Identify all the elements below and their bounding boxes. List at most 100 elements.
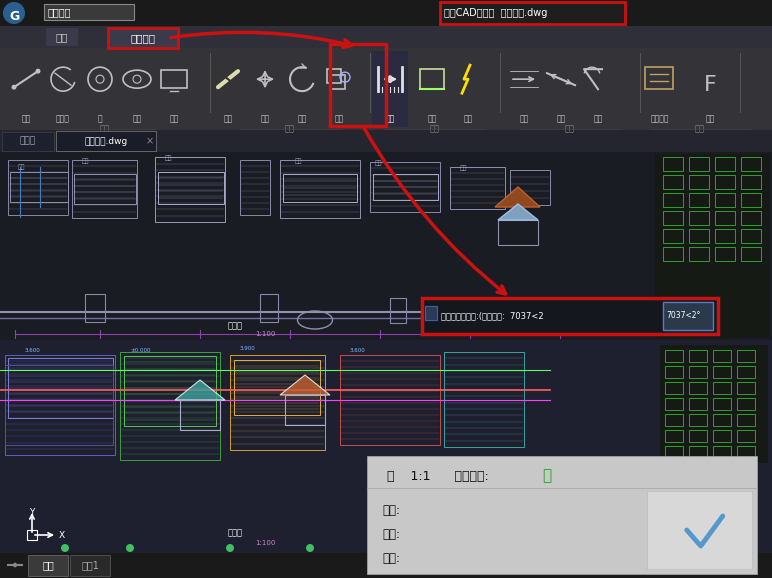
Bar <box>27 530 37 540</box>
Bar <box>120 352 220 460</box>
Text: 旋转: 旋转 <box>297 114 306 123</box>
Text: ×: × <box>146 136 154 146</box>
Bar <box>689 350 707 362</box>
Text: G: G <box>9 9 19 23</box>
Bar <box>46 28 78 46</box>
Text: 3.600: 3.600 <box>25 348 41 353</box>
Circle shape <box>36 69 40 73</box>
Text: 多段线: 多段线 <box>56 114 70 123</box>
Text: 图纸比较: 图纸比较 <box>651 114 669 123</box>
Text: 圆: 圆 <box>98 114 103 123</box>
Bar <box>663 175 683 189</box>
Text: 椭圆: 椭圆 <box>132 114 141 123</box>
Polygon shape <box>495 187 540 207</box>
Text: 无: 无 <box>542 469 551 484</box>
Text: 面积: 面积 <box>428 114 437 123</box>
Bar <box>715 175 735 189</box>
Text: 角度:: 角度: <box>382 528 400 541</box>
Bar <box>663 211 683 225</box>
Text: 距离:: 距离: <box>382 504 400 517</box>
Text: 3.600: 3.600 <box>350 348 366 353</box>
Bar <box>665 398 683 410</box>
Bar <box>0 26 772 48</box>
Text: 立面图: 立面图 <box>228 321 242 331</box>
Text: 距离: 距离 <box>385 114 394 123</box>
Bar <box>663 302 713 330</box>
Text: 对齐: 对齐 <box>557 114 566 123</box>
Text: 浩辰CAD看图王  中国建筑.dwg: 浩辰CAD看图王 中国建筑.dwg <box>444 8 547 18</box>
Circle shape <box>61 544 69 552</box>
Text: 复制: 复制 <box>334 114 344 123</box>
Bar <box>420 69 444 89</box>
Bar <box>283 174 357 202</box>
Text: 偏楼: 偏楼 <box>375 160 382 165</box>
Text: 线性: 线性 <box>520 114 529 123</box>
Bar <box>689 193 709 207</box>
Bar <box>655 154 770 338</box>
Bar <box>689 229 709 243</box>
Bar <box>713 350 731 362</box>
Bar <box>663 229 683 243</box>
Text: 矩形: 矩形 <box>169 114 178 123</box>
Bar <box>108 28 178 48</box>
Text: 编辑模式: 编辑模式 <box>48 7 72 17</box>
Circle shape <box>391 544 399 552</box>
Bar <box>498 220 538 245</box>
Bar <box>390 298 406 323</box>
Bar <box>713 430 731 442</box>
Bar <box>713 446 731 458</box>
Bar <box>665 350 683 362</box>
Bar <box>737 446 755 458</box>
Bar <box>715 247 735 261</box>
Bar <box>665 366 683 378</box>
Bar <box>367 456 757 574</box>
Circle shape <box>12 84 16 90</box>
Bar <box>645 67 673 89</box>
Bar <box>689 366 707 378</box>
Bar <box>741 211 761 225</box>
Text: 中楼: 中楼 <box>82 158 90 164</box>
Text: 起始页: 起始页 <box>20 136 36 146</box>
Bar <box>155 157 225 222</box>
Bar <box>285 395 325 425</box>
Bar <box>280 160 360 218</box>
Bar <box>340 355 440 445</box>
Bar <box>737 414 755 426</box>
Bar <box>713 366 731 378</box>
Bar <box>689 247 709 261</box>
Bar <box>741 247 761 261</box>
Text: 3.900: 3.900 <box>240 346 256 351</box>
Bar <box>0 130 772 152</box>
Text: Y: Y <box>29 508 35 517</box>
Text: 修改: 修改 <box>285 124 295 133</box>
Bar <box>85 294 105 322</box>
Text: 亭子: 亭子 <box>460 165 468 171</box>
Bar <box>510 170 550 205</box>
Text: 1:100: 1:100 <box>255 540 275 546</box>
Circle shape <box>226 544 234 552</box>
Bar <box>440 2 625 24</box>
Bar <box>0 553 772 578</box>
Bar <box>665 430 683 442</box>
Bar <box>647 491 752 569</box>
Bar <box>8 358 113 418</box>
Bar <box>444 352 524 447</box>
Bar <box>665 382 683 394</box>
Bar <box>234 360 320 415</box>
Text: 扩展工具: 扩展工具 <box>130 33 155 43</box>
Bar <box>74 174 136 204</box>
Bar <box>161 70 187 88</box>
Bar <box>0 340 772 553</box>
Bar <box>158 172 224 204</box>
Bar <box>689 398 707 410</box>
Text: 直线: 直线 <box>22 114 31 123</box>
Text: 常用: 常用 <box>56 32 68 42</box>
Bar <box>2 132 54 151</box>
Bar <box>180 400 220 430</box>
Bar <box>660 345 768 463</box>
Bar <box>0 152 772 340</box>
Bar <box>689 382 707 394</box>
Bar <box>5 355 115 455</box>
Bar <box>737 398 755 410</box>
Bar <box>331 75 345 89</box>
